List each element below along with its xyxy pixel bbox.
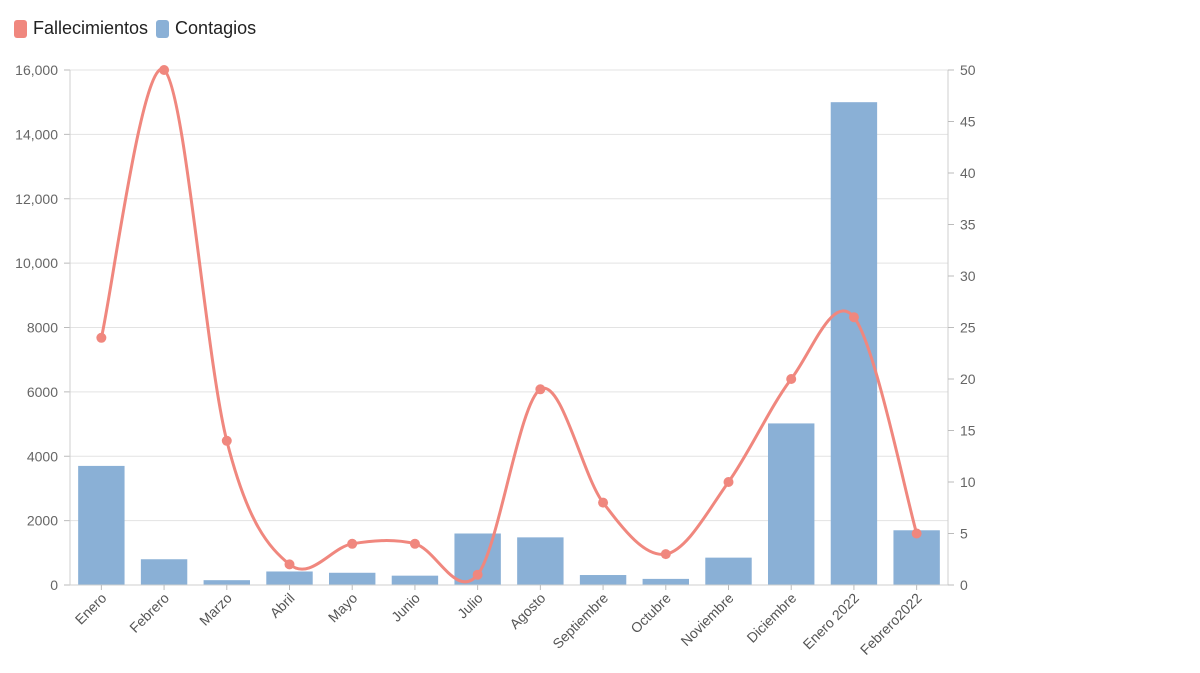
bar-contagios bbox=[78, 465, 125, 585]
right-tick-label: 35 bbox=[960, 217, 976, 233]
legend-swatch-cases bbox=[156, 19, 170, 38]
legend-item-deaths[interactable]: Fallecimientos bbox=[14, 18, 148, 39]
left-tick-label: 0 bbox=[50, 577, 58, 593]
x-tick-label: Diciembre bbox=[743, 590, 799, 646]
point-fallecimientos bbox=[911, 528, 922, 539]
bar-contagios bbox=[266, 571, 313, 585]
point-fallecimientos bbox=[159, 65, 170, 75]
left-tick-label: 10,000 bbox=[15, 255, 58, 271]
point-fallecimientos bbox=[848, 312, 859, 323]
right-tick-label: 5 bbox=[960, 526, 968, 542]
line-layer bbox=[96, 65, 922, 584]
grid-layer bbox=[70, 69, 948, 586]
bar-contagios bbox=[642, 578, 689, 585]
right-tick-label: 25 bbox=[960, 320, 976, 336]
right-tick-label: 10 bbox=[960, 474, 976, 490]
x-tick-label: Septiembre bbox=[549, 590, 611, 652]
point-fallecimientos bbox=[284, 559, 295, 570]
x-tick-label: Abril bbox=[266, 590, 297, 621]
point-fallecimientos bbox=[535, 384, 546, 395]
bar-contagios bbox=[705, 557, 752, 585]
bar-contagios bbox=[329, 572, 376, 585]
bar-contagios bbox=[579, 575, 627, 585]
x-tick-label: Octubre bbox=[627, 590, 674, 637]
left-tick-label: 12,000 bbox=[15, 191, 58, 207]
point-fallecimientos bbox=[221, 435, 232, 446]
x-tick-label: Noviembre bbox=[677, 590, 736, 649]
chart-legend: Fallecimientos Contagios bbox=[14, 18, 256, 39]
bar-contagios bbox=[768, 423, 815, 585]
bar-contagios bbox=[830, 102, 878, 585]
x-tick-label: Febrero bbox=[126, 590, 172, 636]
right-tick-label: 20 bbox=[960, 371, 976, 387]
left-y-axis: 0 2000 4000 6000 8000 10,000 12,000 14,000 16,00… bbox=[15, 62, 71, 593]
left-tick-label: 4000 bbox=[27, 448, 58, 464]
legend-item-cases[interactable]: Contagios bbox=[156, 18, 256, 39]
x-tick-label: Enero 2022 bbox=[800, 590, 863, 653]
point-fallecimientos bbox=[347, 538, 358, 549]
x-axis: Enero Febrero Marzo Abril Mayo Junio Julio Agos… bbox=[70, 584, 948, 658]
right-tick-label: 50 bbox=[960, 62, 976, 78]
bar-contagios bbox=[517, 537, 564, 585]
point-fallecimientos bbox=[598, 497, 609, 508]
left-tick-label: 8000 bbox=[27, 320, 58, 336]
legend-label-cases: Contagios bbox=[175, 18, 257, 38]
legend-swatch-deaths bbox=[14, 19, 27, 38]
bar-contagios bbox=[140, 559, 188, 585]
right-tick-label: 45 bbox=[960, 114, 976, 130]
bar-contagios bbox=[203, 580, 250, 585]
x-tick-label: Febrero2022 bbox=[857, 590, 925, 658]
right-tick-label: 30 bbox=[960, 268, 976, 284]
left-tick-label: 16,000 bbox=[15, 62, 58, 78]
x-tick-label: Mayo bbox=[325, 590, 361, 626]
x-tick-label: Julio bbox=[454, 590, 486, 622]
bar-contagios bbox=[893, 530, 940, 585]
legend-label-deaths: Fallecimientos bbox=[33, 18, 149, 38]
point-fallecimientos bbox=[723, 477, 734, 487]
right-tick-label: 0 bbox=[960, 577, 968, 593]
right-tick-label: 40 bbox=[960, 165, 976, 181]
point-fallecimientos bbox=[786, 374, 797, 384]
x-tick-label: Junio bbox=[388, 590, 423, 625]
x-tick-label: Agosto bbox=[506, 590, 548, 632]
point-fallecimientos bbox=[660, 549, 671, 560]
point-fallecimientos bbox=[472, 569, 483, 580]
right-y-axis: 0 5 10 15 20 25 30 35 40 45 50 bbox=[947, 62, 976, 593]
bars-layer bbox=[78, 102, 940, 585]
left-tick-label: 2000 bbox=[27, 513, 58, 529]
left-tick-label: 6000 bbox=[27, 384, 58, 400]
point-fallecimientos bbox=[96, 332, 107, 343]
left-tick-label: 14,000 bbox=[15, 126, 58, 142]
x-tick-label: Enero bbox=[72, 590, 110, 628]
point-fallecimientos bbox=[409, 538, 420, 549]
right-tick-label: 15 bbox=[960, 423, 976, 439]
bar-contagios bbox=[391, 575, 439, 585]
x-tick-label: Marzo bbox=[196, 590, 235, 629]
